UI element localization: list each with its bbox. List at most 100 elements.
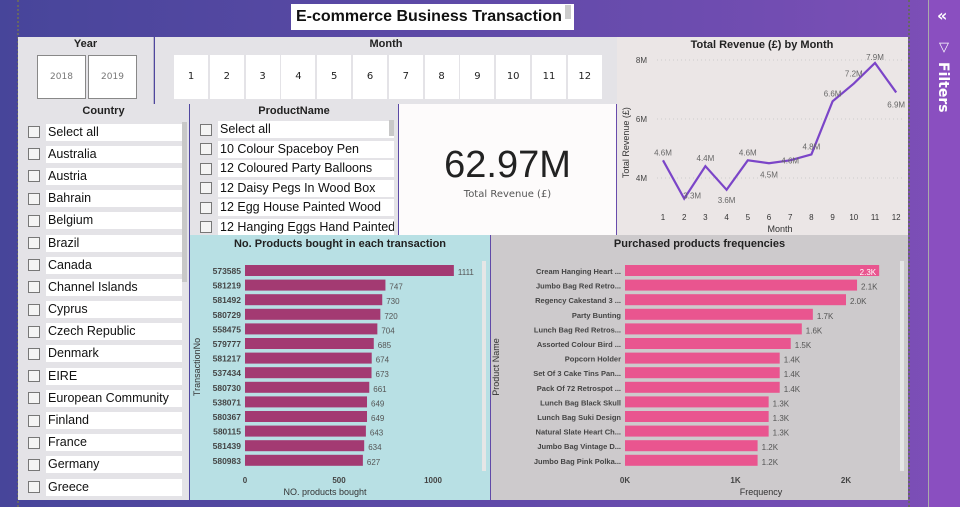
data-label: 1.7K xyxy=(817,312,834,321)
year-option-2019[interactable]: 2019 xyxy=(88,55,137,99)
item-label: 12 Hanging Eggs Hand Painted xyxy=(218,218,394,236)
slicer-item[interactable]: Select all xyxy=(190,120,396,140)
bar xyxy=(625,323,802,335)
x-tick-label: 10 xyxy=(849,213,858,222)
checkbox[interactable] xyxy=(200,201,212,214)
month-option-2[interactable]: 2 xyxy=(209,55,244,99)
country-scrollbar[interactable] xyxy=(182,122,187,282)
category-label: Lunch Bag Suki Design xyxy=(537,413,621,422)
slicer-item[interactable]: Belgium xyxy=(18,210,184,232)
x-axis-title: Month xyxy=(767,224,792,234)
slicer-item[interactable]: Austria xyxy=(18,165,184,187)
checkbox[interactable] xyxy=(28,303,40,316)
bar xyxy=(625,279,858,291)
x-tick-label: 5 xyxy=(746,213,751,222)
slicer-item[interactable]: Brazil xyxy=(18,232,184,254)
slicer-item[interactable]: Denmark xyxy=(18,343,184,365)
checkbox[interactable] xyxy=(28,347,40,360)
checkbox[interactable] xyxy=(28,436,40,449)
slicer-item[interactable]: Finland xyxy=(18,409,184,431)
total-revenue-card: 62.97M Total Revenue (£) xyxy=(399,104,616,235)
bar xyxy=(245,352,372,364)
checkbox[interactable] xyxy=(200,182,212,195)
year-option-2018[interactable]: 2018 xyxy=(37,55,86,99)
month-option-11[interactable]: 11 xyxy=(532,55,566,99)
slicer-item[interactable]: 12 Hanging Eggs Hand Painted xyxy=(190,218,396,238)
product-frequency-chart: Purchased products frequencies Cream Hang… xyxy=(491,235,908,500)
slicer-item[interactable]: France xyxy=(18,432,184,454)
checkbox[interactable] xyxy=(28,170,40,183)
data-label: 6.6M xyxy=(824,89,842,98)
slicer-item[interactable]: Canada xyxy=(18,254,184,276)
checkbox[interactable] xyxy=(200,123,212,136)
checkbox[interactable] xyxy=(28,281,40,294)
checkbox[interactable] xyxy=(200,143,212,156)
checkbox[interactable] xyxy=(28,214,40,227)
y-tick-label: 4M xyxy=(636,174,647,183)
checkbox[interactable] xyxy=(200,221,212,234)
data-label: 1.3K xyxy=(773,399,790,408)
month-slicer-title: Month xyxy=(369,38,403,50)
checkbox[interactable] xyxy=(28,414,40,427)
category-label: 581219 xyxy=(213,281,242,291)
collapse-icon[interactable]: « xyxy=(937,6,948,25)
month-option-5[interactable]: 5 xyxy=(317,55,352,99)
month-option-10[interactable]: 10 xyxy=(496,55,531,99)
product-scrollbar[interactable] xyxy=(389,120,394,136)
data-label: 1.3K xyxy=(773,429,790,438)
month-option-6[interactable]: 6 xyxy=(353,55,387,99)
slicer-item[interactable]: European Community xyxy=(18,387,184,409)
bar xyxy=(245,454,363,466)
filters-pane[interactable]: « ▽ Filters xyxy=(928,0,960,507)
checkbox[interactable] xyxy=(28,259,40,272)
month-option-12[interactable]: 12 xyxy=(567,55,602,99)
slicer-item[interactable]: Channel Islands xyxy=(18,276,184,298)
bar xyxy=(625,440,758,452)
slicer-item[interactable]: Australia xyxy=(18,143,184,165)
data-label: 1.2K xyxy=(762,443,779,452)
checkbox[interactable] xyxy=(28,148,40,161)
checkbox[interactable] xyxy=(200,162,212,175)
category-label: Pack Of 72 Retrospot ... xyxy=(537,384,621,393)
month-option-7[interactable]: 7 xyxy=(388,55,423,99)
slicer-item[interactable]: Bahrain xyxy=(18,188,184,210)
checkbox[interactable] xyxy=(28,237,40,250)
checkbox[interactable] xyxy=(28,192,40,205)
x-tick-label: 6 xyxy=(767,213,772,222)
month-option-9[interactable]: 9 xyxy=(460,55,495,99)
bar xyxy=(625,381,780,393)
checkbox[interactable] xyxy=(28,126,40,139)
bar xyxy=(245,294,383,306)
category-label: Set Of 3 Cake Tins Pan... xyxy=(533,369,621,378)
bar xyxy=(625,425,769,437)
month-option-8[interactable]: 8 xyxy=(424,55,459,99)
checkbox[interactable] xyxy=(28,458,40,471)
checkbox[interactable] xyxy=(28,370,40,383)
item-label: Austria xyxy=(46,167,182,185)
slicer-item[interactable]: Czech Republic xyxy=(18,321,184,343)
slicer-item[interactable]: Select all xyxy=(18,121,184,143)
y-tick-label: 8M xyxy=(636,56,647,65)
data-label: 2.1K xyxy=(861,283,878,292)
slicer-item[interactable]: Cyprus xyxy=(18,299,184,321)
checkbox[interactable] xyxy=(28,481,40,494)
category-label: Assorted Colour Bird ... xyxy=(537,340,621,349)
slicer-item[interactable]: 12 Daisy Pegs In Wood Box xyxy=(190,179,396,199)
slicer-item[interactable]: EIRE xyxy=(18,365,184,387)
slicer-item[interactable]: Greece xyxy=(18,476,184,498)
checkbox[interactable] xyxy=(28,392,40,405)
slicer-item[interactable]: 12 Egg House Painted Wood xyxy=(190,198,396,218)
revenue-line xyxy=(662,61,898,201)
checkbox[interactable] xyxy=(28,325,40,338)
item-label: 10 Colour Spaceboy Pen xyxy=(218,140,394,158)
data-label: 6.9M xyxy=(887,100,905,109)
y-axis-title: Total Revenue (£) xyxy=(621,107,631,178)
x-tick-label: 8 xyxy=(809,213,814,222)
category-label: Party Bunting xyxy=(572,311,622,320)
slicer-item[interactable]: 10 Colour Spaceboy Pen xyxy=(190,140,396,160)
slicer-item[interactable]: 12 Coloured Party Balloons xyxy=(190,159,396,179)
month-option-1[interactable]: 1 xyxy=(174,55,208,99)
month-option-3[interactable]: 3 xyxy=(245,55,280,99)
slicer-item[interactable]: Germany xyxy=(18,454,184,476)
month-option-4[interactable]: 4 xyxy=(281,55,316,99)
